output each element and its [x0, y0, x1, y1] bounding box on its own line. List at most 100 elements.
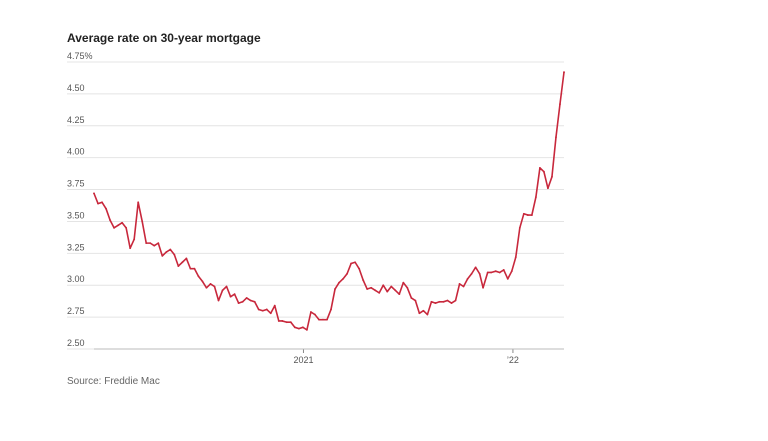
data-point: [129, 247, 132, 250]
data-point: [502, 269, 505, 271]
source-note: Source: Freddie Mac: [67, 376, 160, 387]
data-point: [209, 283, 212, 285]
data-point: [205, 286, 208, 289]
y-tick-label: 3.00: [67, 274, 85, 284]
y-tick-label: 4.00: [67, 147, 85, 157]
data-point: [563, 71, 565, 74]
data-point: [273, 304, 276, 307]
data-point: [342, 277, 344, 280]
data-point: [249, 299, 252, 302]
data-point: [559, 103, 561, 105]
series-line: [93, 71, 565, 331]
data-point: [426, 313, 429, 316]
data-point: [145, 242, 148, 245]
data-point: [314, 313, 316, 316]
data-point: [338, 281, 340, 284]
data-point: [378, 291, 381, 294]
y-tick-label: 3.75: [67, 179, 85, 189]
data-point: [157, 242, 160, 245]
data-point: [494, 270, 497, 273]
data-point: [165, 251, 168, 253]
data-point: [543, 170, 545, 173]
data-point: [486, 271, 489, 274]
data-point: [326, 318, 328, 321]
data-point: [526, 214, 529, 216]
data-point: [394, 289, 397, 292]
data-point: [253, 300, 256, 303]
data-point: [97, 202, 99, 205]
data-point: [490, 271, 493, 274]
data-point: [109, 219, 111, 222]
data-point: [133, 238, 136, 241]
data-point: [169, 248, 172, 251]
data-point: [301, 326, 304, 329]
data-point: [518, 226, 521, 229]
data-point: [93, 192, 95, 195]
data-point: [310, 311, 312, 313]
data-point: [414, 299, 417, 302]
data-point: [362, 279, 365, 282]
data-point: [454, 299, 457, 302]
data-point: [422, 309, 425, 312]
data-point: [482, 286, 484, 289]
data-point: [257, 308, 260, 311]
data-point: [213, 285, 216, 288]
grid-lines: [67, 61, 564, 350]
data-point: [121, 221, 124, 224]
data-point: [289, 321, 292, 324]
data-point: [245, 297, 248, 299]
data-point: [149, 242, 152, 245]
data-point: [446, 299, 449, 302]
data-point: [217, 299, 220, 302]
data-point: [125, 226, 128, 229]
data-point: [510, 270, 513, 273]
data-point: [322, 318, 324, 321]
data-point: [354, 261, 357, 264]
data-point: [514, 256, 517, 259]
data-point: [189, 267, 192, 270]
data-points: [93, 71, 565, 331]
y-tick-label: 3.25: [67, 242, 85, 252]
data-point: [330, 308, 332, 311]
y-tick-label: 2.75: [67, 306, 85, 316]
data-point: [101, 201, 103, 204]
data-point: [551, 175, 553, 178]
data-point: [318, 318, 320, 321]
data-point: [370, 286, 373, 289]
data-point: [177, 265, 180, 267]
data-point: [306, 328, 308, 331]
data-point: [534, 196, 537, 199]
data-point: [346, 272, 348, 275]
y-tick-label: 3.50: [67, 210, 85, 220]
data-point: [374, 289, 377, 292]
x-tick-label: 2021: [293, 355, 313, 365]
data-point: [137, 201, 140, 204]
data-point: [466, 277, 469, 280]
data-point: [382, 284, 385, 287]
chart-title: Average rate on 30-year mortgage: [67, 31, 261, 45]
data-point: [181, 261, 184, 264]
y-tick-label: 4.25: [67, 115, 85, 125]
data-point: [470, 272, 473, 275]
y-tick-label: 4.75%: [67, 51, 93, 61]
data-point: [358, 267, 361, 270]
data-point: [334, 288, 336, 290]
data-point: [113, 226, 115, 229]
data-point: [478, 272, 481, 275]
data-point: [434, 302, 437, 304]
data-point: [237, 302, 240, 304]
data-point: [229, 295, 232, 298]
data-point: [201, 280, 204, 283]
data-point: [555, 136, 557, 139]
data-point: [442, 300, 445, 303]
data-point: [277, 320, 280, 322]
data-point: [530, 214, 533, 216]
data-point: [241, 300, 244, 303]
data-point: [197, 275, 200, 278]
data-point: [402, 281, 405, 284]
data-point: [547, 187, 549, 190]
data-point: [522, 212, 525, 215]
data-point: [410, 297, 413, 299]
y-tick-label: 2.50: [67, 338, 85, 348]
y-axis-ticks: 2.50 2.75 3.00 3.25 3.50 3.75 4.00 4.25 4.50 4.75…: [67, 51, 93, 348]
